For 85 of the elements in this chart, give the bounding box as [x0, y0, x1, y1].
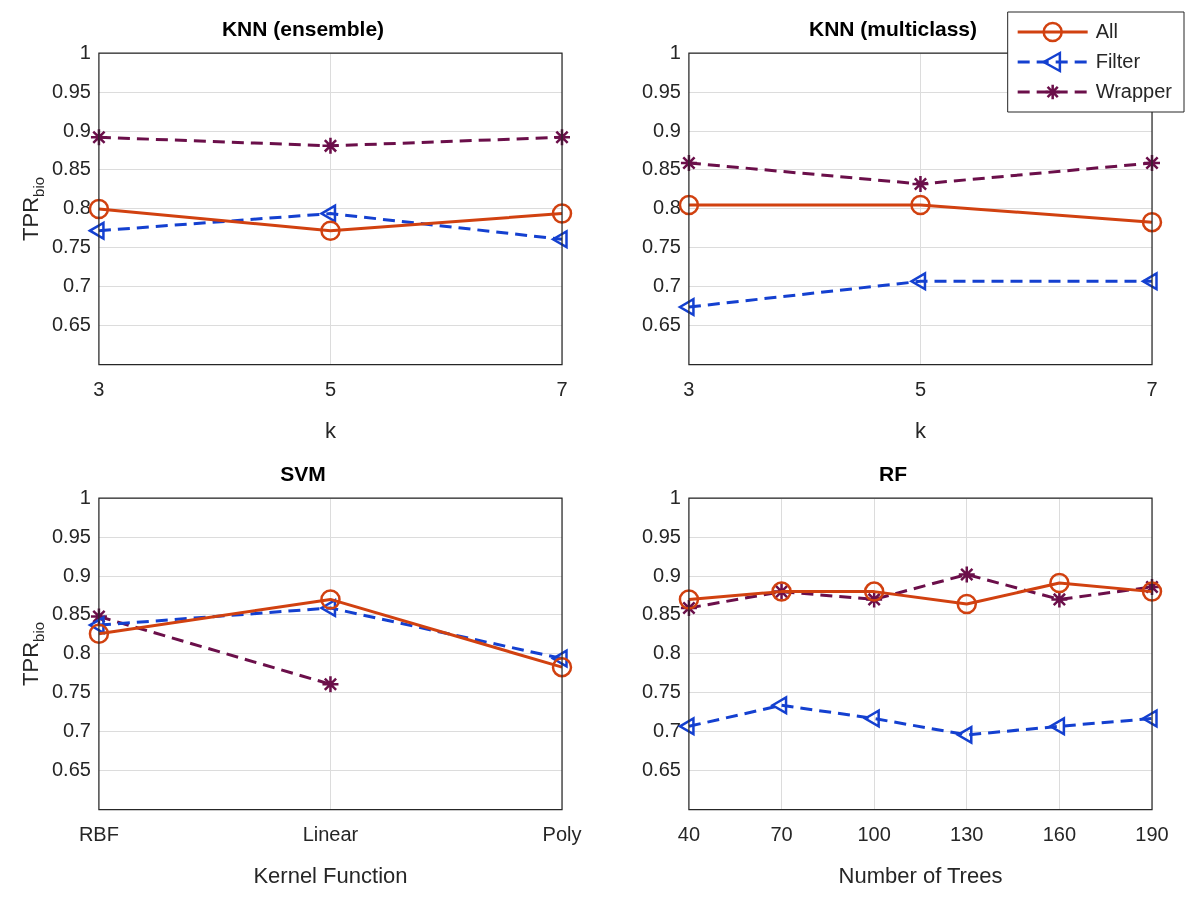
x-tick-label: 7 [1146, 378, 1158, 401]
point [88, 623, 110, 644]
y-tick-label: 0.7 [63, 719, 91, 742]
point [863, 581, 885, 602]
point [1049, 717, 1066, 736]
legend-label: Wrapper [1095, 79, 1173, 102]
x-tick-label: 3 [683, 378, 695, 401]
point [678, 194, 700, 216]
y-tick-label: 0.8 [653, 196, 681, 219]
point [320, 220, 341, 241]
y-tick-label: 0.65 [641, 758, 681, 781]
y-tick-label: 0.95 [641, 524, 681, 547]
chart-title: SVM [280, 462, 326, 486]
y-tick-label: 1 [79, 485, 91, 508]
chart-title: KNN (ensemble) [221, 17, 385, 41]
x-tick-label: 5 [324, 378, 337, 401]
point [1050, 590, 1069, 609]
x-tick-label: Linear [302, 823, 359, 846]
y-tick-label: 0.8 [653, 641, 681, 664]
y-tick-label: 0.7 [653, 274, 681, 297]
x-axis-title: Kernel Function [253, 862, 408, 888]
point [89, 128, 109, 147]
point [88, 198, 110, 220]
y-tick-label: 0.95 [641, 79, 681, 102]
point [771, 696, 788, 715]
x-tick-label: 100 [857, 823, 891, 846]
point [678, 589, 700, 610]
point [957, 565, 977, 584]
y-tick-label: 0.7 [63, 274, 91, 297]
y-tick-label: 0.65 [641, 313, 681, 336]
point [321, 136, 340, 156]
chart-title: RF [879, 462, 908, 486]
y-tick-label: 0.9 [63, 118, 91, 141]
chart-title: KNN (multiclass) [808, 17, 978, 41]
x-tick-label: Poly [542, 823, 582, 846]
x-tick-label: RBF [78, 823, 119, 846]
x-tick-label: 40 [677, 823, 701, 846]
y-tick-label: 0.75 [51, 680, 91, 703]
point [551, 203, 573, 224]
y-tick-label: 0.85 [51, 602, 91, 625]
point [910, 194, 931, 216]
y-tick-label: 0.65 [51, 758, 91, 781]
y-tick-label: 1 [79, 40, 91, 63]
y-tick-label: 0.8 [63, 196, 91, 219]
legend-label: Filter [1095, 49, 1141, 72]
legend-label: All [1095, 19, 1118, 42]
y-tick-label: 0.95 [51, 524, 91, 547]
x-axis-title: k [324, 417, 337, 443]
y-axis-title: TPRbio [18, 176, 47, 241]
y-tick-label: 0.85 [641, 602, 681, 625]
point [956, 593, 978, 615]
point [321, 675, 340, 694]
y-tick-label: 0.9 [653, 563, 681, 586]
y-axis-title: TPRbio [18, 621, 47, 686]
point [320, 589, 341, 610]
point [910, 272, 927, 291]
point [551, 656, 573, 678]
y-tick-label: 0.9 [653, 118, 681, 141]
y-tick-label: 0.9 [63, 563, 91, 586]
point [1049, 572, 1070, 594]
y-tick-label: 0.7 [653, 719, 681, 742]
x-tick-label: 190 [1135, 823, 1169, 846]
y-tick-label: 0.75 [641, 235, 681, 258]
y-tick-label: 0.8 [63, 641, 91, 664]
x-tick-label: 5 [914, 378, 927, 401]
x-tick-label: 130 [950, 823, 984, 846]
x-tick-label: 3 [93, 378, 105, 401]
x-tick-label: 7 [556, 378, 568, 401]
point [1141, 581, 1163, 602]
y-tick-label: 0.75 [641, 680, 681, 703]
point [911, 174, 930, 194]
y-tick-label: 0.85 [641, 157, 681, 180]
y-tick-label: 1 [669, 40, 681, 63]
y-tick-label: 1 [669, 485, 681, 508]
x-axis-title: k [914, 417, 927, 443]
x-tick-label: 70 [770, 823, 793, 846]
y-tick-label: 0.85 [51, 157, 91, 180]
point [320, 204, 337, 223]
x-axis-title: Number of Trees [838, 862, 1003, 888]
y-tick-label: 0.65 [51, 313, 91, 336]
x-tick-label: 160 [1042, 823, 1077, 846]
y-tick-label: 0.75 [51, 235, 91, 258]
point [552, 128, 572, 147]
point [1141, 211, 1163, 233]
y-tick-label: 0.95 [51, 79, 91, 102]
